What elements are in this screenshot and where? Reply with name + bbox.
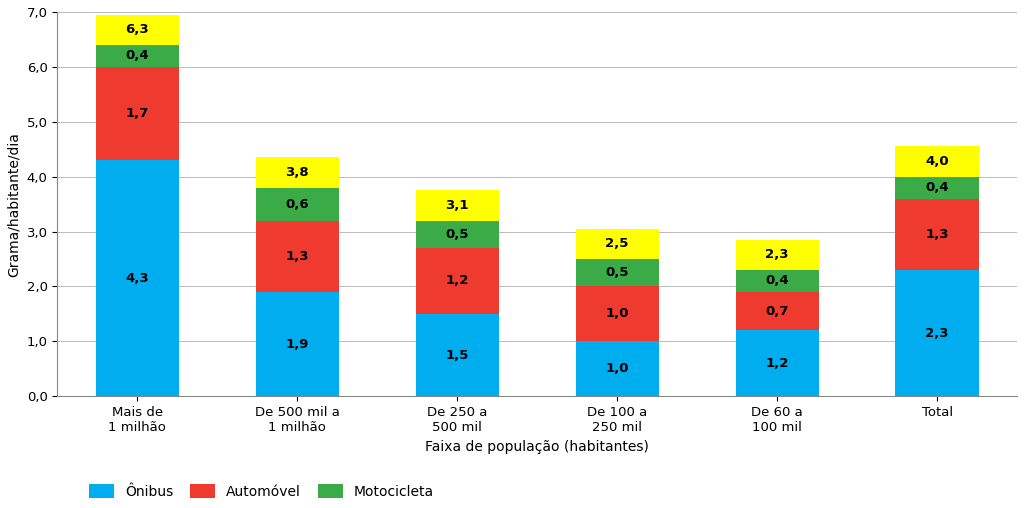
Text: 0,5: 0,5 [445,228,469,241]
Text: 1,3: 1,3 [286,250,309,263]
Bar [416,248,499,314]
Text: 4,3: 4,3 [125,272,150,284]
Bar [575,259,658,287]
Text: 6,3: 6,3 [125,23,150,36]
Text: 0,7: 0,7 [765,305,788,318]
Text: 1,0: 1,0 [605,362,629,375]
Text: 2,5: 2,5 [605,237,629,250]
Text: 1,9: 1,9 [286,338,309,351]
Text: 4,0: 4,0 [926,155,949,168]
Bar [735,292,819,330]
Bar [416,220,499,248]
Bar [735,240,819,270]
Bar [895,146,979,177]
Bar [95,15,179,45]
Text: 0,5: 0,5 [605,266,629,279]
Text: 0,4: 0,4 [765,274,788,288]
Bar [95,67,179,160]
Bar [575,341,658,396]
Text: 3,8: 3,8 [286,166,309,179]
Bar [895,270,979,396]
Bar [256,220,339,292]
Text: 2,3: 2,3 [765,248,788,262]
Bar [575,287,658,341]
Text: 1,3: 1,3 [926,228,949,241]
Bar [895,199,979,270]
Text: 1,2: 1,2 [445,274,469,288]
X-axis label: Faixa de população (habitantes): Faixa de população (habitantes) [425,439,649,454]
Y-axis label: Grama/habitante/dia: Grama/habitante/dia [7,132,20,276]
Text: 0,6: 0,6 [286,198,309,211]
Text: 2,3: 2,3 [926,327,949,340]
Text: 1,7: 1,7 [126,107,148,120]
Bar [895,177,979,199]
Bar [95,45,179,67]
Text: 3,1: 3,1 [445,199,469,212]
Text: 1,0: 1,0 [605,307,629,321]
Bar [416,190,499,220]
Bar [575,229,658,259]
Bar [95,160,179,396]
Text: 0,4: 0,4 [926,181,949,194]
Bar [256,187,339,220]
Bar [735,270,819,292]
Bar [256,292,339,396]
Bar [416,314,499,396]
Bar [256,157,339,187]
Legend: Ônibus, Automóvel, Motocicleta: Ônibus, Automóvel, Motocicleta [83,479,439,504]
Text: 0,4: 0,4 [125,49,150,62]
Text: 1,2: 1,2 [765,357,788,370]
Bar [735,330,819,396]
Text: 1,5: 1,5 [445,348,469,362]
